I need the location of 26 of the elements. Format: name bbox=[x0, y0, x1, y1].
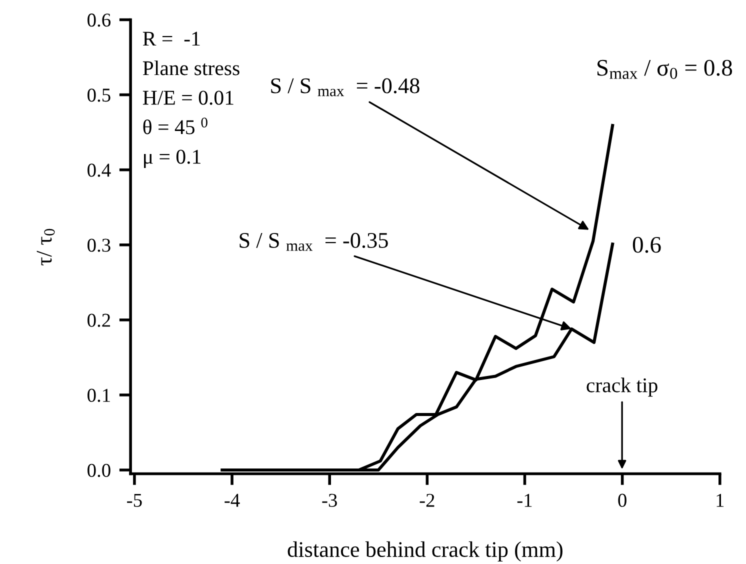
y-tick-label: 0.4 bbox=[88, 164, 111, 177]
x-tick-label: 0 bbox=[618, 494, 626, 507]
y-tick-label: 0.3 bbox=[88, 238, 110, 252]
annotation: Plane stress bbox=[142, 60, 240, 76]
y-tick-label: 0.0 bbox=[88, 464, 110, 478]
text: S$_{max}$ / σ$_{0}$ = 0.8 bbox=[597, 60, 732, 79]
annotation: μ = 0.1 bbox=[144, 150, 200, 168]
y-tick-label: 0.5 bbox=[88, 88, 110, 102]
x-tick-label: -1 bbox=[517, 494, 532, 507]
x-tick-label: -2 bbox=[420, 494, 434, 507]
annotation: θ = 45 $^{0}$ bbox=[143, 118, 208, 134]
x-tick-label: -4 bbox=[224, 494, 240, 507]
y-tick-label: 0.1 bbox=[88, 388, 110, 402]
annotation: S / S $_{max}$ = -0.35 bbox=[240, 232, 388, 251]
y-tick-label: 0.6 bbox=[88, 14, 111, 27]
annotation: crack tip bbox=[586, 378, 658, 397]
annotation: H/E = 0.01 bbox=[142, 90, 234, 105]
x-tick-label: 1 bbox=[716, 494, 724, 507]
series-label: 0.6 bbox=[632, 236, 661, 253]
y-axis-title: τ/ τ$_{0}$ bbox=[36, 228, 55, 266]
x-tick-label: -5 bbox=[127, 494, 142, 507]
annotation: R = -1 bbox=[142, 32, 200, 46]
x-axis-title: distance behind crack tip (mm) bbox=[288, 541, 562, 562]
y-tick-label: 0.2 bbox=[88, 314, 110, 327]
annotation: S / S $_{max}$ = -0.48 bbox=[271, 78, 420, 96]
x-tick-label: -3 bbox=[322, 494, 337, 507]
